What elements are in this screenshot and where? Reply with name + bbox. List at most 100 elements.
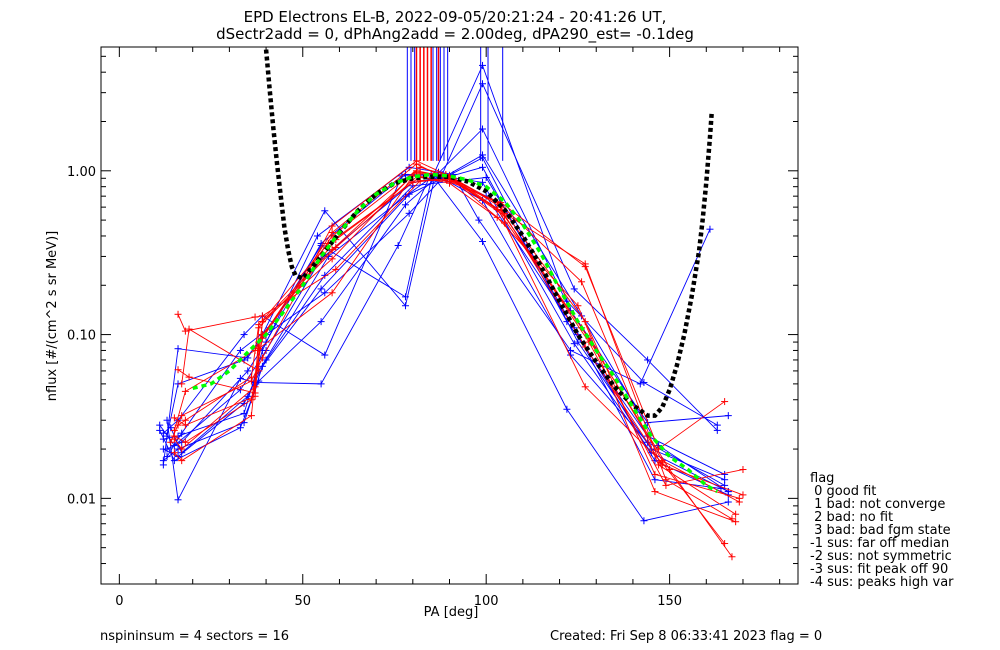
blue-series-point-11-0 xyxy=(163,432,171,440)
blue-series-point-3-7 xyxy=(479,163,487,171)
y-tick-label-2: 1.00 xyxy=(67,165,96,180)
blue-series-point-4-9 xyxy=(640,517,648,525)
blue-series-line-3 xyxy=(159,166,725,475)
x-axis-label: PA [deg] xyxy=(424,605,479,620)
blue-series-line-0 xyxy=(159,175,725,486)
blue-series-point-4-4 xyxy=(317,380,325,388)
red-series-point-5-9 xyxy=(658,459,666,467)
footer-right: Created: Fri Sep 8 06:33:41 2023 flag = … xyxy=(550,629,822,644)
blue-series-point-9-0 xyxy=(159,435,167,443)
red-series-point-2-4 xyxy=(332,244,340,252)
red-series-point-6-10 xyxy=(728,553,736,561)
blue-series-point-11-5 xyxy=(405,209,413,217)
red-series-point-2-0 xyxy=(170,414,178,422)
blue-series-point-9-8 xyxy=(567,346,575,354)
red-series-point-4-10 xyxy=(732,518,740,526)
blue-series-point-1-7 xyxy=(479,178,487,186)
red-series-point-0-2 xyxy=(247,412,255,420)
x-tick-label-0: 0 xyxy=(115,594,123,609)
red-series-point-0-1 xyxy=(178,457,186,465)
blue-series-point-7-10 xyxy=(713,426,721,434)
blue-series-point-5-1 xyxy=(174,345,182,353)
blue-series-line-2 xyxy=(163,177,729,496)
red-series-point-9-3 xyxy=(258,318,266,326)
red-series-point-4-0 xyxy=(174,310,182,318)
blue-series-point-4-10 xyxy=(724,498,732,506)
red-series-point-2-8 xyxy=(578,278,586,286)
blue-series-point-6-2 xyxy=(236,346,244,354)
y-tick-label-1: 0.10 xyxy=(67,329,96,344)
blue-series-point-6-0 xyxy=(163,453,171,461)
blue-series-point-0-2 xyxy=(236,424,244,432)
legend-item-7: -4 sus: peaks high var xyxy=(810,575,954,590)
red-series-point-4-8 xyxy=(574,302,582,310)
x-tick-label-1: 50 xyxy=(294,594,311,609)
red-series-point-5-4 xyxy=(328,289,336,297)
red-series-point-5-8 xyxy=(581,383,589,391)
red-series-line-9 xyxy=(174,171,744,486)
blue-series-point-1-8 xyxy=(570,340,578,348)
blue-series-point-9-2 xyxy=(240,409,248,417)
red-series-point-5-1 xyxy=(185,325,193,333)
red-series-point-3-4 xyxy=(328,255,336,263)
blue-series-line-10 xyxy=(170,171,722,489)
legend-item-4: -1 sus: far off median xyxy=(810,536,949,551)
blue-series-point-0-4 xyxy=(317,318,325,326)
blue-series-point-11-4 xyxy=(321,289,329,297)
red-series-point-8-10 xyxy=(735,494,743,502)
red-series-point-3-2 xyxy=(251,389,259,397)
plot-area xyxy=(156,47,747,561)
x-tick-label-2: 100 xyxy=(474,594,499,609)
red-series-point-9-9 xyxy=(662,481,670,489)
blue-series-line-6 xyxy=(166,64,718,457)
red-series-point-7-10 xyxy=(721,398,729,406)
red-series-point-4-1 xyxy=(181,327,189,335)
blue-series-point-7-7 xyxy=(479,80,487,88)
blue-series-point-0-5 xyxy=(401,201,409,209)
blue-series-point-4-8 xyxy=(563,405,571,413)
blue-series-point-0-1 xyxy=(170,457,178,465)
red-series-point-7-1 xyxy=(181,387,189,395)
blue-series-point-5-4 xyxy=(321,207,329,215)
red-series-point-0-10 xyxy=(739,491,747,499)
blue-series-point-10-2 xyxy=(244,392,252,400)
red-series-point-3-1 xyxy=(185,373,193,381)
blue-series-point-9-7 xyxy=(475,216,483,224)
blue-series-point-8-8 xyxy=(574,338,582,346)
red-series-point-9-10 xyxy=(739,466,747,474)
red-series-point-8-1 xyxy=(181,416,189,424)
chart-title-line2: dSectr2add = 0, dPhAng2add = 2.00deg, dP… xyxy=(216,25,694,44)
red-series-point-6-3 xyxy=(258,354,266,362)
legend-item-1: 1 bad: not converge xyxy=(810,497,945,512)
blue-series-point-6-7 xyxy=(479,61,487,69)
blue-series-point-4-7 xyxy=(479,238,487,246)
red-series-point-7-0 xyxy=(170,426,178,434)
red-series-point-4-4 xyxy=(332,265,340,273)
blue-series-line-11 xyxy=(166,154,729,492)
blue-series-point-6-1 xyxy=(178,429,186,437)
red-series-line-7 xyxy=(173,176,725,450)
blue-series-point-7-8 xyxy=(570,285,578,293)
median-curve xyxy=(192,172,719,494)
blue-series-point-9-10 xyxy=(706,225,714,233)
red-series-point-6-4 xyxy=(328,222,336,230)
blue-series-point-5-10 xyxy=(724,412,732,420)
footer-left: nspininsum = 4 sectors = 16 xyxy=(100,629,289,644)
blue-series-point-8-4 xyxy=(317,239,325,247)
blue-series-point-7-0 xyxy=(159,429,167,437)
legend-item-3: 3 bad: bad fgm state xyxy=(810,523,951,538)
red-series-point-3-0 xyxy=(174,366,182,374)
blue-series-point-3-0 xyxy=(156,421,164,429)
blue-series-point-4-5 xyxy=(394,241,402,249)
red-series-point-7-8 xyxy=(581,263,589,271)
chart-title-line1: EPD Electrons EL-B, 2022-09-05/20:21:24 … xyxy=(244,8,667,26)
red-series-point-8-8 xyxy=(581,318,589,326)
red-series-point-1-5 xyxy=(416,163,424,171)
red-series-point-0-0 xyxy=(170,449,178,457)
blue-series-point-7-2 xyxy=(240,331,248,339)
legend-item-2: 2 bad: no fit xyxy=(810,510,893,525)
blue-series-point-9-4 xyxy=(313,232,321,240)
red-series-point-9-4 xyxy=(328,246,336,254)
red-series-point-8-9 xyxy=(651,470,659,478)
red-series-point-6-5 xyxy=(412,157,420,165)
